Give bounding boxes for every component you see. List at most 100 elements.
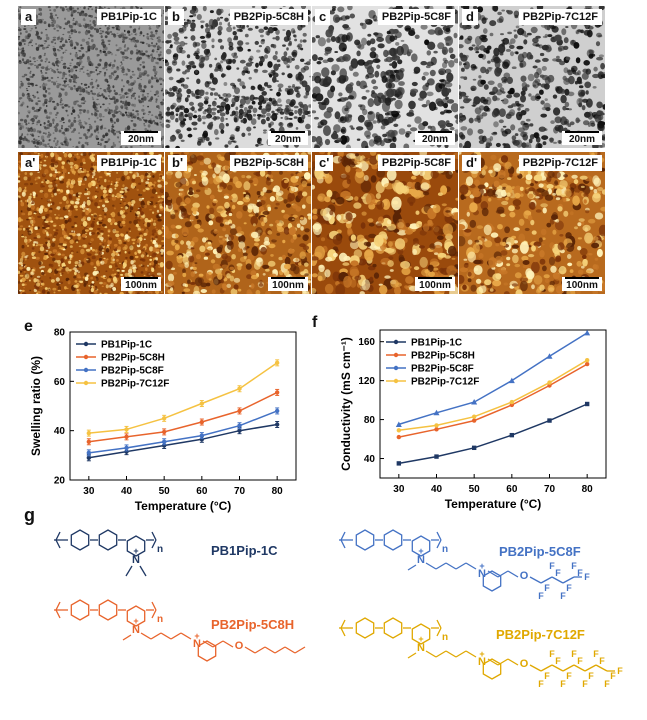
data-point [237, 423, 242, 428]
data-point [86, 455, 92, 460]
data-point [395, 421, 402, 427]
bond [455, 562, 467, 570]
scale-bar-text: 20nm [568, 134, 596, 145]
data-point [237, 386, 242, 391]
bond [160, 632, 172, 640]
data-point [396, 434, 402, 440]
data-point [199, 419, 205, 425]
series-line [88, 410, 278, 454]
scale-bar-text: 20nm [274, 134, 302, 145]
bond [254, 646, 266, 654]
fluorine-label: F [566, 671, 572, 681]
benzene-ring [355, 617, 375, 639]
data-point [124, 434, 129, 440]
data-point [237, 428, 242, 433]
afm-height-image [18, 152, 164, 294]
benzene-ring [98, 599, 118, 621]
fluorine-label: F [584, 572, 590, 582]
bond [212, 640, 224, 648]
panel-sample-name: PB2Pip-5C8F [377, 155, 455, 171]
scale-bar-line [565, 131, 599, 133]
bond [507, 570, 519, 578]
scale-bar: 20nm [121, 131, 161, 145]
bond [284, 646, 296, 654]
x-tick-label: 40 [121, 486, 133, 497]
x-tick-label: 30 [83, 486, 95, 497]
y-tick-label: 160 [358, 337, 375, 348]
bond [436, 619, 442, 629]
scale-bar-text: 100nm [419, 280, 451, 291]
tem-panel-a: a PB1Pip-1C 20nm [18, 6, 164, 148]
fluorine-label: F [593, 649, 599, 659]
panel-label: b' [168, 155, 188, 171]
panel-sample-name: PB2Pip-7C12F [518, 155, 602, 171]
x-tick-label: 80 [582, 484, 594, 495]
bond [436, 531, 442, 541]
panel-label: d' [462, 155, 482, 171]
fluorine-label: F [560, 591, 566, 601]
afm-height-image [165, 152, 311, 294]
data-point [124, 427, 129, 432]
benzene-ring [70, 529, 90, 551]
bond [55, 539, 61, 549]
scale-bar-line [271, 277, 305, 279]
tem-panel-d: d PB2Pip-7C12F 20nm [459, 6, 605, 148]
legend-entry: PB1Pip-1C [411, 338, 462, 349]
bond [340, 619, 346, 629]
data-point [161, 429, 167, 435]
bond [140, 632, 152, 640]
scale-bar-text: 20nm [127, 134, 155, 145]
x-axis-label: Temperature (°C) [135, 499, 232, 513]
scale-bar: 20nm [268, 131, 308, 145]
data-point [584, 329, 591, 336]
series-line [88, 423, 278, 459]
bond [294, 646, 306, 654]
data-point [509, 432, 515, 438]
bond [264, 646, 276, 654]
scale-bar-line [124, 277, 158, 279]
charge-label: + [418, 546, 423, 556]
swelling-ratio-chart: 30 40 50 60 70 80 20 40 60 80 Temperature (°C) Swel… [29, 328, 297, 513]
bond [425, 562, 437, 570]
legend-entry: PB2Pip-5C8F [101, 366, 164, 377]
bond [122, 634, 132, 641]
y-tick-label: 80 [364, 415, 376, 426]
fluorine-label: F [617, 666, 623, 676]
data-point [274, 408, 280, 414]
panel-letter-e: e [24, 318, 33, 335]
oxygen-label: O [520, 658, 529, 670]
nitrogen-label: N [132, 554, 140, 566]
bond [180, 632, 192, 640]
series-line [398, 359, 588, 432]
series-line [398, 363, 588, 438]
scale-bar-line [418, 277, 452, 279]
data-point [471, 445, 477, 451]
bond [55, 609, 61, 619]
repeat-subscript-n: n [157, 614, 163, 625]
panel-label: c [315, 9, 331, 25]
x-tick-label: 60 [506, 484, 518, 495]
scale-bar-text: 20nm [421, 134, 449, 145]
structure-name-pb2pip-5c8f: PB2Pip-5C8F [499, 544, 581, 559]
bond [529, 664, 542, 672]
bond [151, 539, 157, 549]
fluorine-label: F [577, 568, 583, 578]
bond [139, 565, 147, 577]
afm-panel-d-prime: d' PB2Pip-7C12F 100nm [459, 152, 605, 294]
nitrogen-label: N [478, 568, 486, 580]
x-tick-label: 50 [469, 484, 481, 495]
panel-sample-name: PB2Pip-5C8H [229, 155, 308, 171]
scale-bar-line [271, 131, 305, 133]
data-point [584, 401, 590, 407]
data-point [274, 422, 280, 427]
conductivity-chart: 30 40 50 60 70 80 40 80 120 160 Temperature (°C) Co… [339, 329, 607, 511]
bond [125, 565, 133, 577]
bond [540, 664, 553, 672]
bond [540, 576, 553, 584]
x-tick-label: 30 [393, 484, 405, 495]
fluorine-label: F [549, 649, 555, 659]
charge-label: + [479, 649, 484, 659]
oxygen-label: O [520, 570, 529, 582]
data-point [86, 430, 92, 436]
panel-letter-f: f [312, 314, 318, 331]
